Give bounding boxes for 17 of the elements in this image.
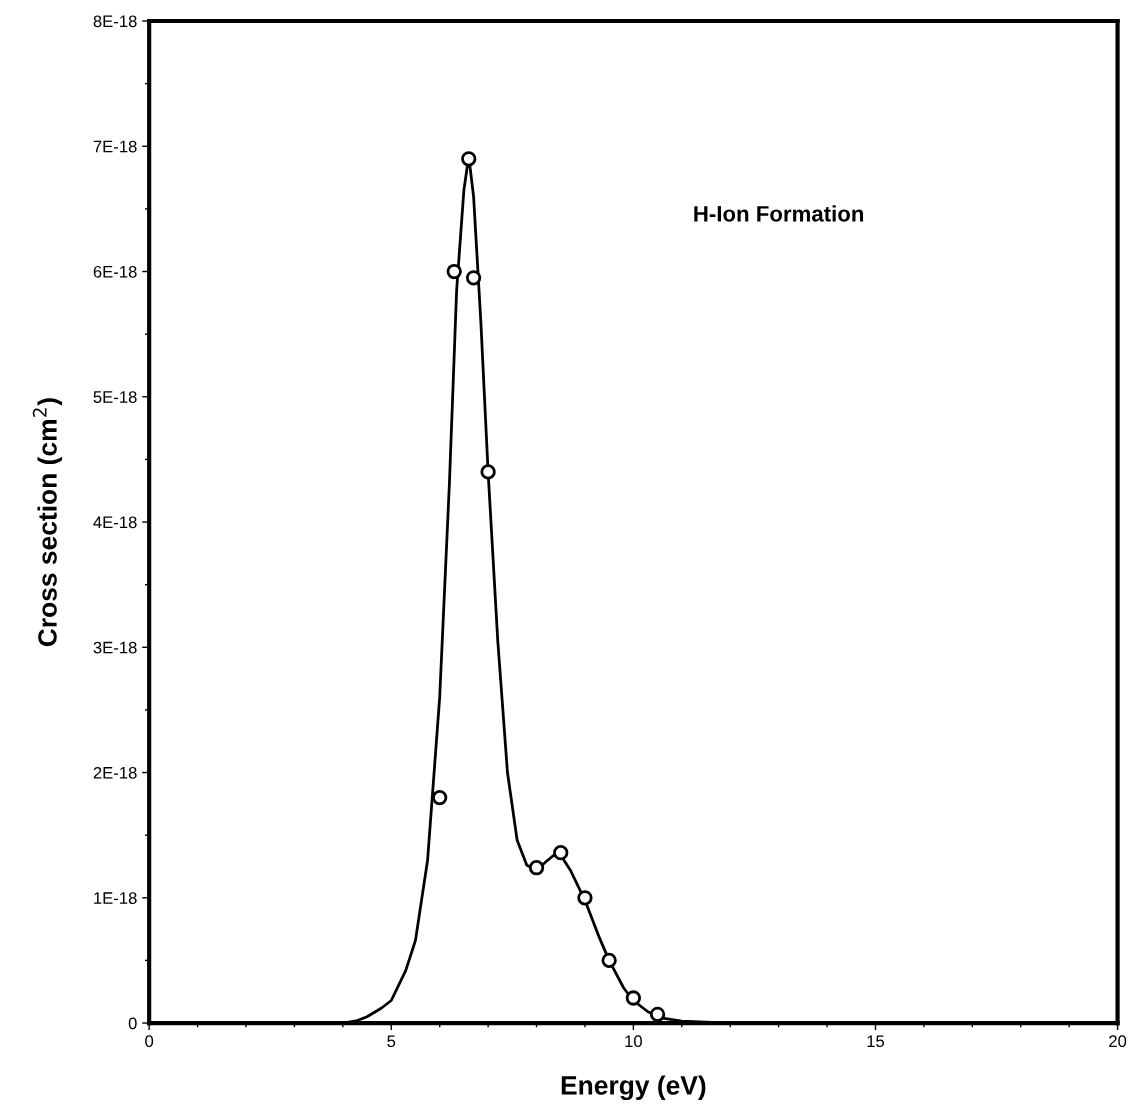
y-tick-label: 3E-18 <box>93 641 137 654</box>
y-tick-label: 2E-18 <box>93 766 137 779</box>
annotation: H-Ion Formation <box>694 205 864 222</box>
y-tick-label: 1E-18 <box>94 892 137 904</box>
y-tick-label: 5E-18 <box>93 391 137 403</box>
y-tick-label: 4E-18 <box>93 516 137 529</box>
y-tick-label: 6E-18 <box>93 265 137 278</box>
x-tick-label: 5 <box>387 1035 396 1048</box>
x-tick-label: 15 <box>867 1035 885 1048</box>
x-tick-label: 0 <box>145 1035 154 1048</box>
y-tick-label: 8E-18 <box>93 15 137 28</box>
y-tick-label: 7E-18 <box>93 140 137 153</box>
x-tick-label: 10 <box>625 1035 642 1048</box>
y-tick-label: 0 <box>128 1017 137 1030</box>
x-tick-label: 20 <box>1109 1035 1127 1048</box>
x-axis-title: Energy (eV) <box>561 1075 706 1101</box>
y-axis-title: Cross section (cm$^{2}$) <box>32 398 63 647</box>
